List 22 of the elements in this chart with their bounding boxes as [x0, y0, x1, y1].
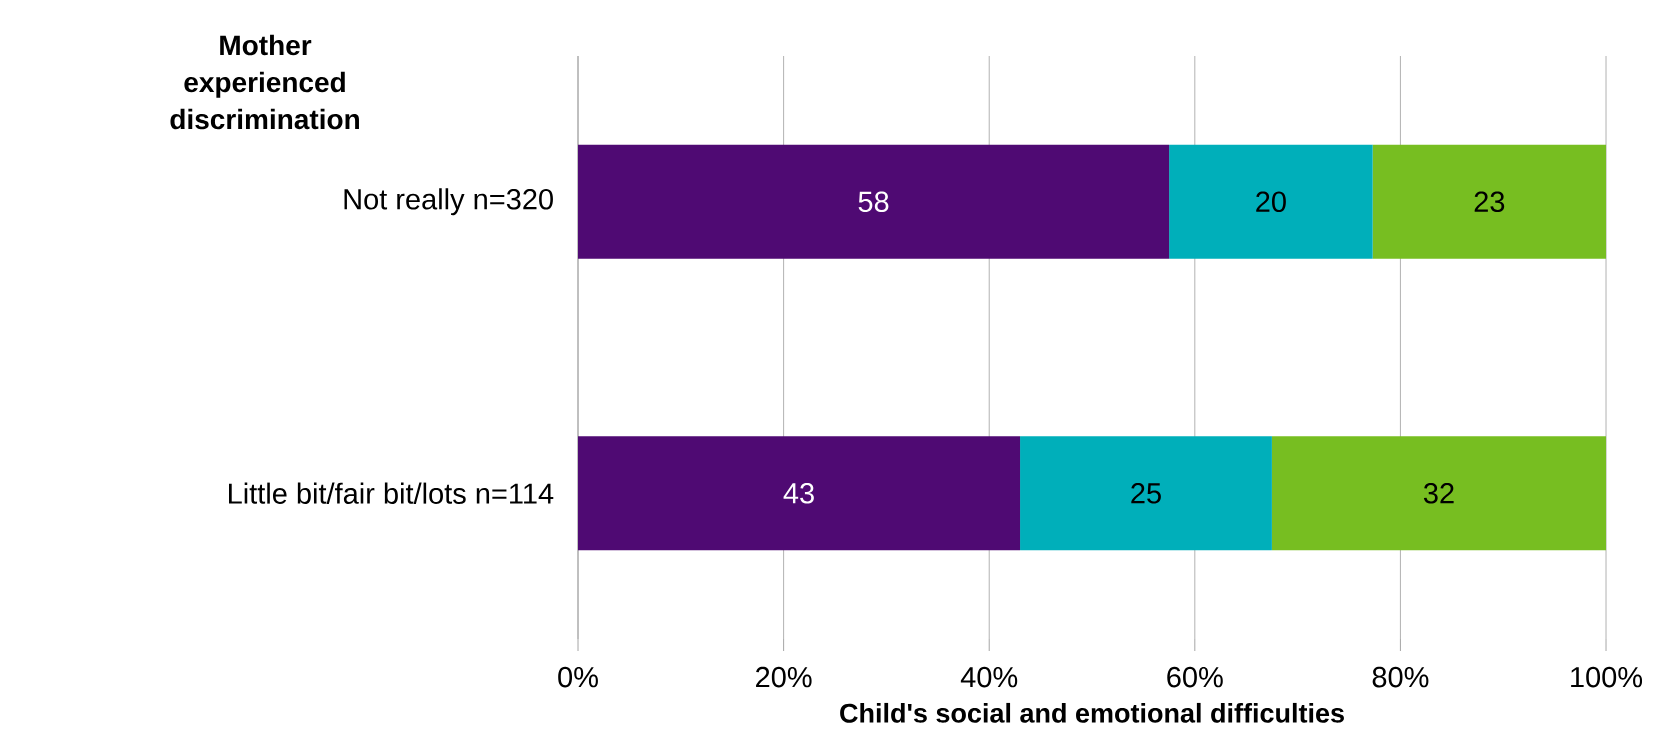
data-label: 25	[1131, 482, 1161, 504]
bar	[1271, 436, 1607, 551]
bar	[1372, 144, 1607, 259]
bar	[1020, 436, 1272, 551]
x-tick-label: 40%	[960, 666, 1018, 688]
data-label: 58	[858, 191, 889, 213]
x-tick-label: 80%	[1372, 666, 1429, 688]
data-label: 20	[1256, 191, 1286, 213]
data-label: 23	[1474, 191, 1505, 213]
y-axis-title: Mother experienced discrimination	[170, 34, 359, 130]
y-tick-label: Not really n=320	[344, 188, 553, 216]
bar	[578, 144, 1170, 259]
data-label: 32	[1423, 482, 1454, 504]
data-label: 43	[783, 482, 814, 504]
x-tick-label: 100%	[1571, 666, 1643, 688]
bar	[1169, 144, 1373, 259]
x-tick-label: 20%	[756, 666, 812, 688]
x-axis-title: Child's social and emotional difficulties	[840, 702, 1344, 723]
x-tick-label: 0%	[558, 666, 598, 688]
x-tick-label: 60%	[1167, 666, 1223, 688]
bar	[578, 436, 1021, 551]
y-tick-label: Little bit/fair bit/lots n=114	[229, 482, 554, 504]
